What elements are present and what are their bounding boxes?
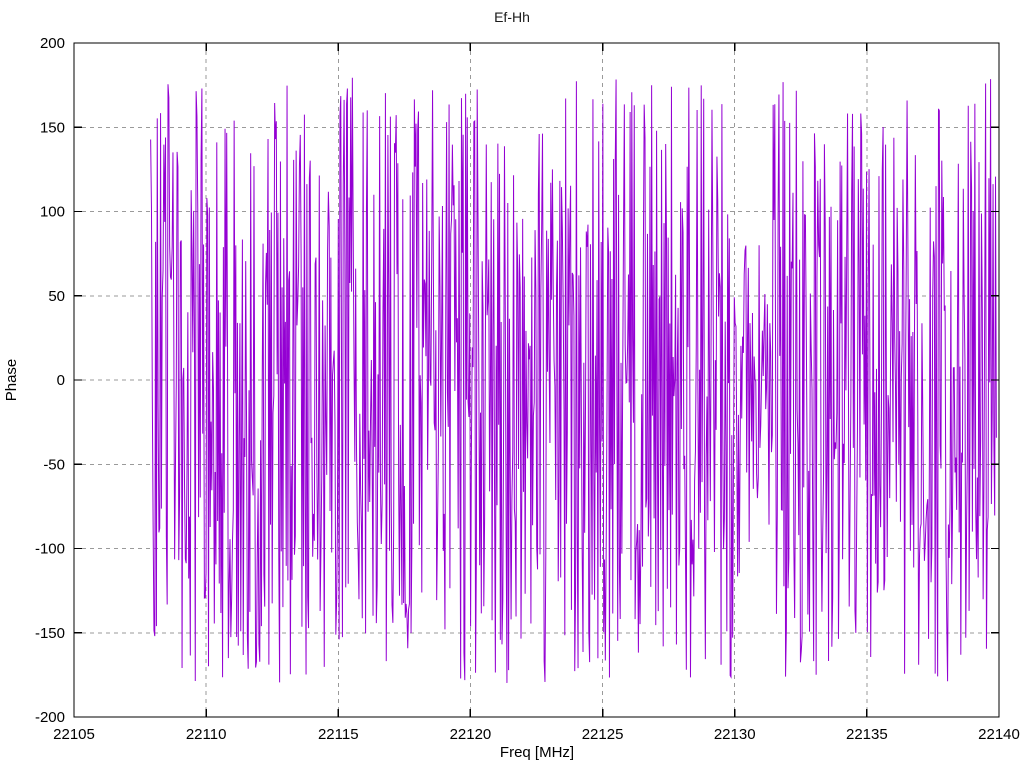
y-axis-title: Phase bbox=[3, 359, 20, 402]
x-tick-label: 22125 bbox=[582, 726, 624, 743]
y-tick-label: 0 bbox=[57, 372, 65, 389]
x-tick-marks bbox=[73, 43, 1000, 717]
y-tick-label: 150 bbox=[40, 119, 65, 136]
y-tick-marks bbox=[74, 42, 999, 718]
x-axis-title: Freq [MHz] bbox=[500, 744, 574, 761]
y-tick-label: 200 bbox=[40, 35, 65, 52]
y-tick-label: 50 bbox=[48, 288, 65, 305]
x-tick-label: 22140 bbox=[978, 726, 1020, 743]
y-tick-label: 100 bbox=[40, 204, 65, 221]
chart-title: Ef-Hh bbox=[494, 9, 530, 25]
series-ef-hh-phase bbox=[150, 77, 997, 683]
data-series-layer bbox=[150, 77, 997, 683]
y-tick-label: -100 bbox=[35, 541, 65, 558]
y-tick-label: -200 bbox=[35, 709, 65, 726]
x-tick-label: 22135 bbox=[846, 726, 888, 743]
x-tick-label: 22105 bbox=[53, 726, 95, 743]
y-tick-labels: -200 -150 -100 -50 0 50 100 150 200 bbox=[35, 35, 65, 726]
x-tick-label: 22110 bbox=[186, 726, 227, 743]
y-tick-label: -150 bbox=[35, 625, 65, 642]
x-tick-labels: 22105 22110 22115 22120 22125 22130 22135 22140 bbox=[53, 726, 1020, 743]
x-tick-label: 22120 bbox=[450, 726, 492, 743]
x-tick-label: 22130 bbox=[714, 726, 756, 743]
y-tick-label: -50 bbox=[43, 456, 65, 473]
data-line bbox=[150, 77, 997, 683]
x-tick-label: 22115 bbox=[318, 726, 359, 743]
